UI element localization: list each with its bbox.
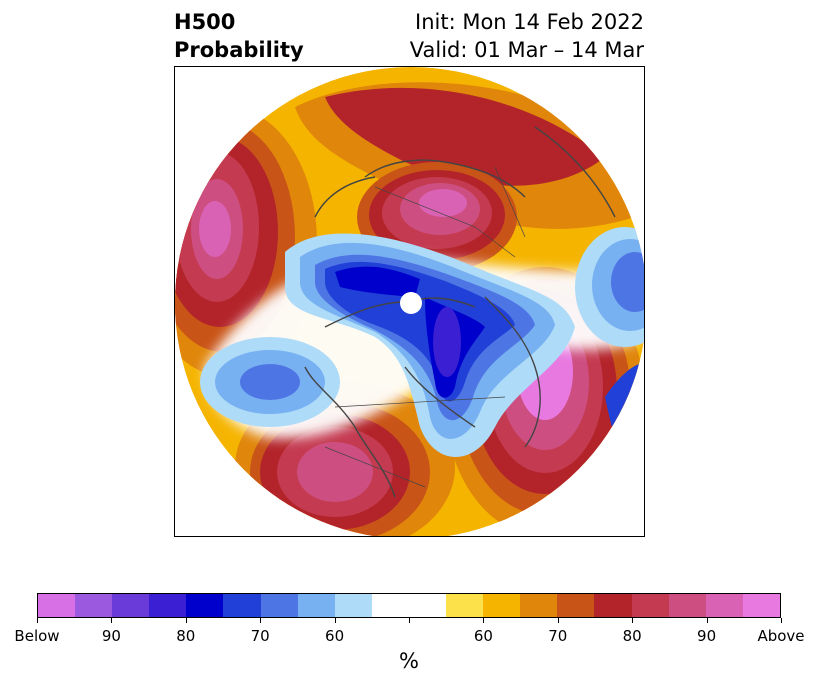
colorbar-swatch xyxy=(705,594,743,617)
colorbar-swatch xyxy=(520,594,558,617)
colorbar-swatch xyxy=(557,594,595,617)
colorbar-swatch xyxy=(297,594,335,617)
colorbar-swatch xyxy=(260,594,298,617)
colorbar-tick xyxy=(260,618,262,623)
colorbar-tick-label: 60 xyxy=(473,627,493,645)
colorbar-swatch xyxy=(75,594,113,617)
colorbar-tick-label: 80 xyxy=(176,627,196,645)
colorbar-tick xyxy=(557,618,559,623)
colorbar-tick xyxy=(409,618,410,623)
colorbar-tick xyxy=(334,618,336,623)
chart-title-field: H500 Probability xyxy=(174,8,304,64)
colorbar-swatch xyxy=(668,594,706,617)
colorbar-tick-label: 90 xyxy=(101,627,121,645)
chart-title-dates: Init: Mon 14 Feb 2022 Valid: 01 Mar – 14… xyxy=(410,8,644,64)
colorbar-swatch xyxy=(594,594,632,617)
colorbar-swatch xyxy=(742,594,780,617)
colorbar-tick xyxy=(483,618,485,623)
colorbar-unit: % xyxy=(399,649,419,673)
field-name: H500 xyxy=(174,10,236,34)
colorbar-swatch xyxy=(631,594,669,617)
anomaly-europe-above xyxy=(295,82,635,272)
pole-marker xyxy=(400,292,422,314)
colorbar-tick xyxy=(781,618,782,623)
colorbar-swatch xyxy=(334,594,372,617)
anomaly-arctic-below xyxy=(285,233,575,457)
colorbar-tick-label: 70 xyxy=(548,627,568,645)
colorbar-swatch xyxy=(371,594,409,617)
colorbar-swatch xyxy=(186,594,224,617)
colorbar-tick-label: 60 xyxy=(325,627,345,645)
borders xyxy=(324,166,526,488)
product-name: Probability xyxy=(174,38,304,62)
valid-range: Valid: 01 Mar – 14 Mar xyxy=(409,38,644,62)
polar-map xyxy=(175,67,644,536)
colorbar-tick-label: 70 xyxy=(250,627,270,645)
colorbar-swatch xyxy=(483,594,521,617)
anomaly-field xyxy=(175,67,644,536)
colorbar-swatch xyxy=(446,594,484,617)
map-frame xyxy=(174,66,645,537)
colorbar-tick-label: Above xyxy=(757,627,805,645)
colorbar xyxy=(37,593,781,618)
colorbar-tick xyxy=(706,618,708,623)
colorbar-tick xyxy=(185,618,187,623)
colorbar-swatch xyxy=(223,594,261,617)
colorbar-tick-label: 80 xyxy=(622,627,642,645)
init-date: Init: Mon 14 Feb 2022 xyxy=(415,10,644,34)
colorbar-swatch xyxy=(112,594,150,617)
colorbar-tick-label: Below xyxy=(14,627,60,645)
colorbar-swatch xyxy=(408,594,447,617)
colorbar-tick xyxy=(37,618,38,623)
colorbar-swatch xyxy=(38,594,76,617)
colorbar-tick xyxy=(632,618,634,623)
colorbar-swatch xyxy=(149,594,187,617)
anomaly-northeast-pacific-below xyxy=(200,337,340,427)
colorbar-tick xyxy=(111,618,113,623)
colorbar-tick-label: 90 xyxy=(697,627,717,645)
